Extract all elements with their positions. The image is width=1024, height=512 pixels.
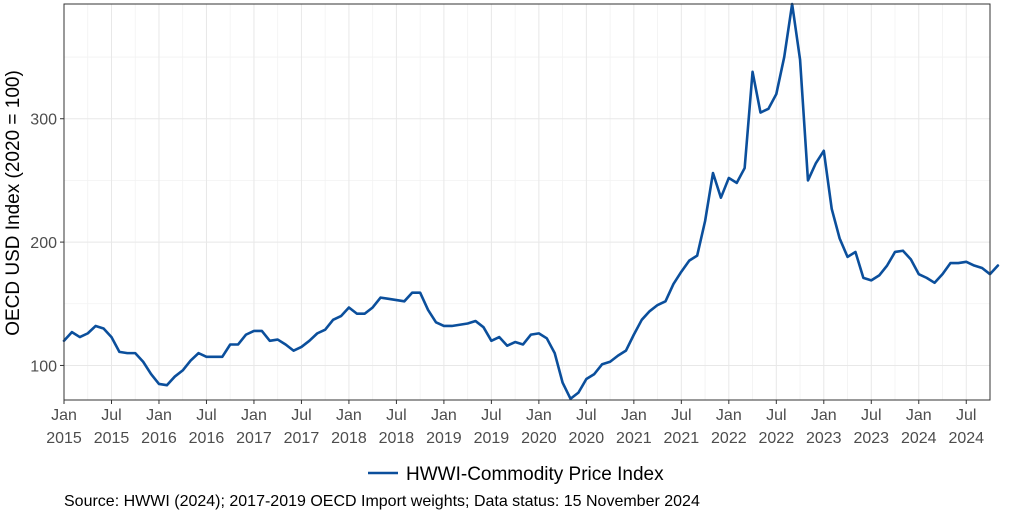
source-note: Source: HWWI (2024); 2017-2019 OECD Impo…	[64, 493, 700, 510]
x-tick-label-month: Jul	[101, 407, 121, 424]
x-tick-label-month: Jul	[481, 407, 501, 424]
x-tick-label-year: 2017	[236, 430, 272, 447]
x-tick-label-month: Jan	[431, 407, 457, 424]
x-tick-label-month: Jul	[861, 407, 881, 424]
plot-border	[63, 3, 991, 401]
y-axis-title: OECD USD Index (2020 = 100)	[3, 70, 24, 336]
x-tick-label-month: Jul	[671, 407, 691, 424]
y-tick-label: 200	[30, 235, 57, 252]
x-axis: Jan 2015 Jul 2015 Jan 2016 Jul 2016 Jan 2017 Jul 20…	[46, 400, 984, 447]
x-tick-label-year: 2019	[474, 430, 510, 447]
x-tick-label-year: 2016	[141, 430, 177, 447]
x-tick-label-year: 2019	[426, 430, 462, 447]
x-tick-label-year: 2021	[616, 430, 652, 447]
x-tick-label-month: Jul	[956, 407, 976, 424]
x-tick-label-year: 2024	[948, 430, 984, 447]
x-tick-label-year: 2020	[569, 430, 605, 447]
x-tick-label-month: Jan	[716, 407, 742, 424]
x-tick-label-year: 2018	[331, 430, 367, 447]
grid-minor	[64, 4, 990, 400]
x-tick-label-month: Jul	[196, 407, 216, 424]
x-tick-label-year: 2015	[94, 430, 130, 447]
x-tick-label-year: 2015	[46, 430, 82, 447]
y-tick-label: 100	[30, 358, 57, 375]
x-tick-label-year: 2018	[379, 430, 415, 447]
x-tick-label-year: 2023	[806, 430, 842, 447]
x-tick-label-month: Jan	[906, 407, 932, 424]
x-tick-label-year: 2022	[711, 430, 747, 447]
x-tick-label-month: Jan	[811, 407, 837, 424]
x-tick-label-year: 2023	[853, 430, 889, 447]
legend: HWWI-Commodity Price Index	[368, 464, 664, 485]
x-tick-label-year: 2016	[189, 430, 225, 447]
series-line	[62, 2, 1000, 401]
x-tick-label-month: Jul	[291, 407, 311, 424]
x-tick-label-month: Jan	[51, 407, 77, 424]
x-tick-label-month: Jan	[336, 407, 362, 424]
x-tick-label-month: Jul	[766, 407, 786, 424]
x-tick-label-year: 2022	[759, 430, 795, 447]
x-tick-label-month: Jan	[241, 407, 267, 424]
x-tick-label-year: 2021	[664, 430, 700, 447]
x-tick-label-month: Jan	[526, 407, 552, 424]
x-tick-label-month: Jul	[386, 407, 406, 424]
x-tick-label-year: 2024	[901, 430, 937, 447]
plot-area	[64, 4, 990, 400]
legend-label: HWWI-Commodity Price Index	[406, 464, 664, 485]
x-tick-label-month: Jan	[146, 407, 172, 424]
x-tick-label-year: 2017	[284, 430, 320, 447]
x-tick-label-month: Jul	[576, 407, 596, 424]
y-axis: 100 200 300	[30, 112, 64, 375]
x-tick-label-year: 2020	[521, 430, 557, 447]
x-tick-label-month: Jan	[621, 407, 647, 424]
y-tick-label: 300	[30, 112, 57, 129]
